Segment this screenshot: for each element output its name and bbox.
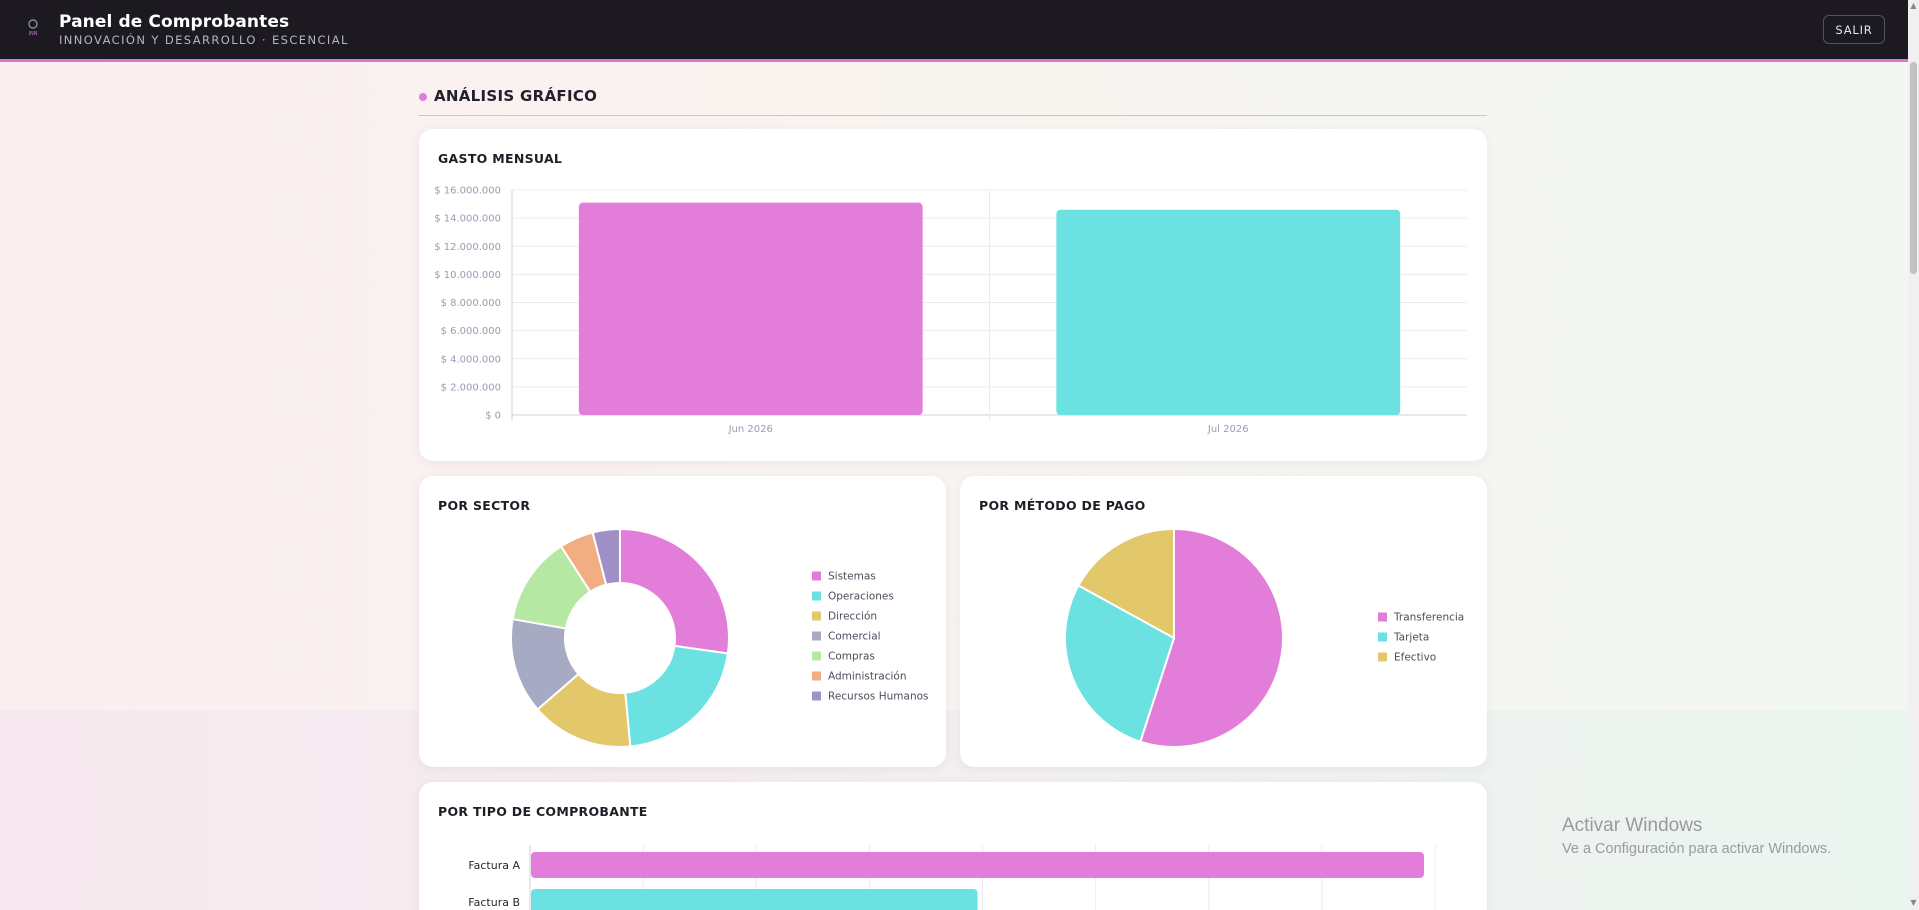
monthly-spend-chart: $ 0 $ 2.000.000 $ 4.000.000 $ 6.000.000 $ 8.… (434, 186, 1467, 435)
scrollbar-thumb[interactable] (1910, 62, 1917, 274)
slice-efectivo (1077, 527, 1175, 640)
legend-swatch (812, 571, 821, 581)
sector-card: POR SECTOR Sistemas Operaciones Dirección C… (419, 476, 946, 767)
watermark-subtitle: Ve a Configuración para activar Windows. (1562, 841, 1832, 857)
slice-transferencia (1139, 527, 1284, 748)
legend-swatch (812, 631, 821, 641)
top-bar: INN Panel de Comprobantes INNOVACIÓN Y D… (0, 0, 1908, 62)
voucher-type-card: POR TIPO DE COMPROBANTE Factura A Factura… (419, 782, 1487, 910)
legend-swatch (1378, 632, 1387, 642)
x-tick-label: Jul 2026 (1207, 424, 1249, 435)
slice-operaciones (624, 644, 730, 748)
legend-label: Efectivo (1394, 652, 1436, 664)
legend-label: Sistemas (828, 571, 876, 583)
bar-jun-2026 (578, 202, 923, 415)
voucher-type-title: POR TIPO DE COMPROBANTE (438, 804, 648, 819)
app-title: Panel de Comprobantes (59, 12, 290, 32)
legend-swatch (812, 691, 821, 701)
y-tick-label: $ 14.000.000 (434, 214, 501, 225)
y-tick-label: Factura B (468, 896, 520, 909)
legend-label: Recursos Humanos (828, 691, 929, 703)
y-tick-label: Factura A (468, 859, 520, 872)
payment-method-pie-chart: Transferencia Tarjeta Efectivo (1064, 527, 1464, 748)
y-tick-label: $ 8.000.000 (441, 298, 501, 309)
section-bullet-icon (419, 93, 427, 101)
payment-chart-title: POR MÉTODO DE PAGO (979, 498, 1146, 513)
logout-button[interactable]: SALIR (1823, 15, 1885, 44)
legend-swatch (812, 651, 821, 661)
vertical-scrollbar[interactable]: ▲ ▼ (1908, 0, 1919, 910)
y-tick-label: $ 0 (485, 411, 501, 422)
legend-label: Transferencia (1393, 612, 1464, 624)
legend-label: Administración (828, 671, 907, 683)
y-tick-label: $ 2.000.000 (441, 382, 501, 393)
monthly-spend-card: GASTO MENSUAL $ 0 $ 2.000.000 $ 4.000.000 $… (419, 129, 1487, 461)
hbar-factura-a (531, 852, 1424, 878)
slice-tarjeta (1064, 584, 1176, 743)
app-subtitle: INNOVACIÓN Y DESARROLLO · ESCENCIAL (59, 33, 349, 47)
legend-swatch (812, 611, 821, 621)
legend-label: Tarjeta (1393, 632, 1429, 644)
scroll-down-arrow-icon[interactable]: ▼ (1910, 898, 1917, 907)
sector-chart-title: POR SECTOR (438, 498, 531, 513)
brand-logo-icon: INN (24, 18, 42, 38)
legend-label: Dirección (828, 611, 877, 623)
y-tick-label: $ 10.000.000 (434, 270, 501, 281)
legend-label: Comercial (828, 631, 881, 643)
x-tick-label: Jun 2026 (728, 424, 773, 435)
y-tick-label: $ 6.000.000 (441, 326, 501, 337)
y-tick-label: $ 16.000.000 (434, 186, 501, 197)
legend-label: Operaciones (828, 591, 894, 603)
legend-label: Compras (828, 651, 875, 663)
legend-swatch (1378, 652, 1387, 662)
legend-swatch (812, 671, 821, 681)
monthly-spend-title: GASTO MENSUAL (438, 151, 563, 166)
scroll-up-arrow-icon[interactable]: ▲ (1910, 1, 1917, 10)
hbar-factura-b (531, 889, 978, 910)
slice-recursos-humanos (591, 527, 621, 586)
sector-donut-chart: Sistemas Operaciones Dirección Comercial Com… (510, 527, 929, 748)
section-title: ANÁLISIS GRÁFICO (434, 87, 598, 105)
bar-jul-2026 (1056, 209, 1401, 415)
section-header: ANÁLISIS GRÁFICO (418, 86, 1487, 116)
y-tick-label: $ 12.000.000 (434, 242, 501, 253)
windows-activation-watermark: Activar Windows Ve a Configuración para … (1562, 815, 1831, 857)
y-tick-label: $ 4.000.000 (441, 354, 501, 365)
voucher-type-bar-chart: Factura A Factura B (468, 845, 1436, 910)
svg-text:INN: INN (29, 31, 38, 37)
watermark-title: Activar Windows (1562, 815, 1703, 836)
slice-sistemas (619, 527, 730, 655)
payment-method-card: POR MÉTODO DE PAGO Transferencia Tarjeta E… (960, 476, 1487, 767)
legend-swatch (1378, 612, 1387, 622)
legend-swatch (812, 591, 821, 601)
